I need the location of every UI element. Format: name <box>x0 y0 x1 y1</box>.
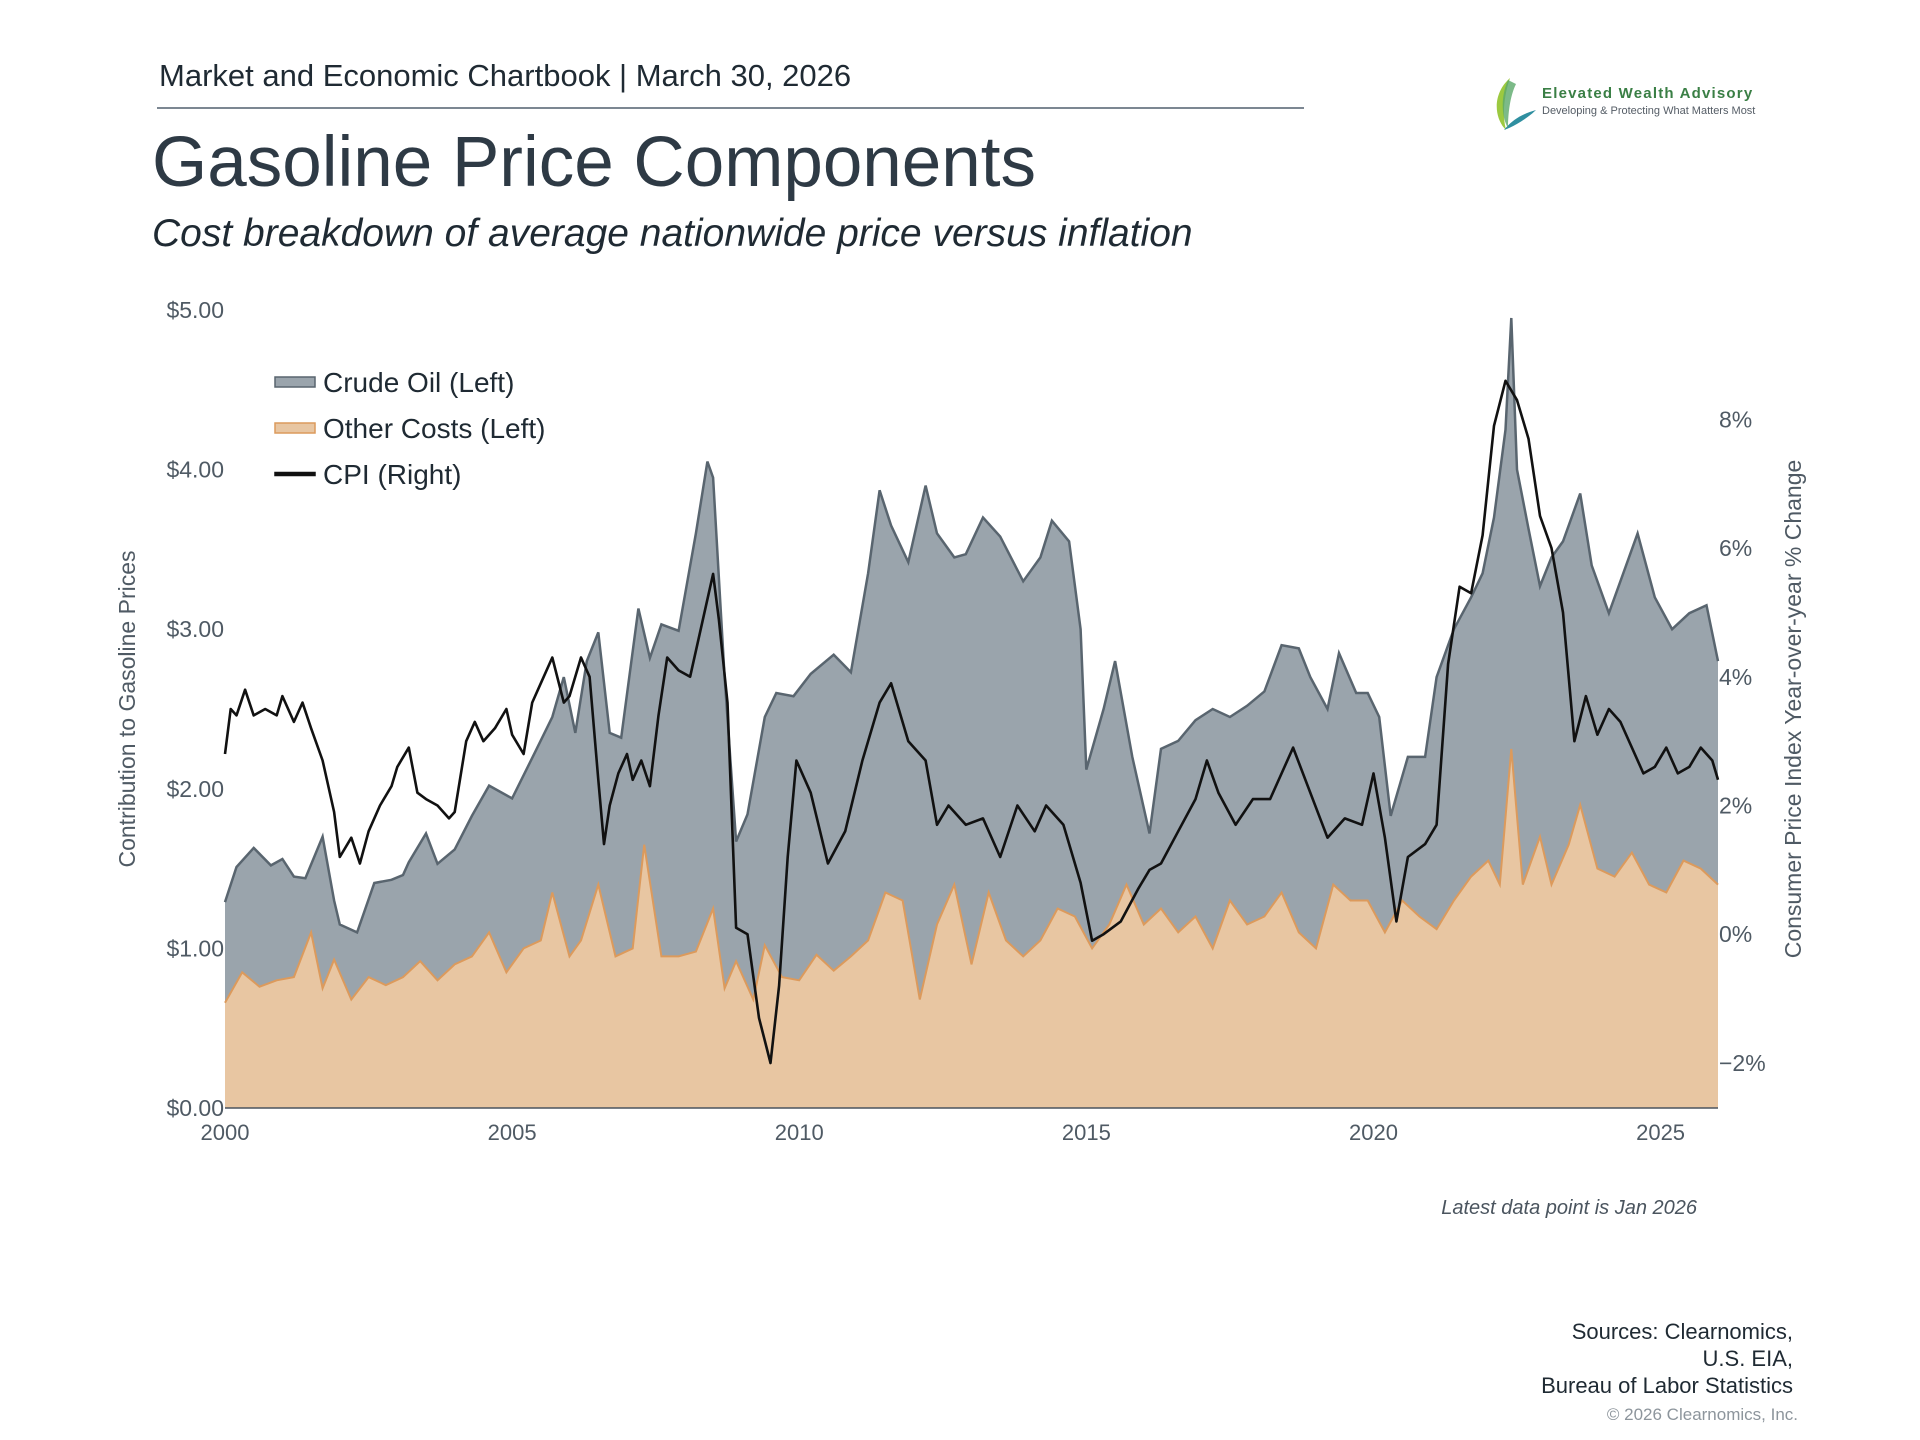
chart-legend: Crude Oil (Left) Other Costs (Left) CPI (R… <box>274 367 546 490</box>
source-line: Sources: Clearnomics, <box>1571 1319 1793 1344</box>
legend-label: CPI (Right) <box>323 459 461 490</box>
latest-data-note: Latest data point is Jan 2026 <box>1441 1197 1697 1219</box>
copyright: © 2026 Clearnomics, Inc. <box>1606 1405 1798 1424</box>
y2-tick-label: 0% <box>1719 921 1752 947</box>
logo-name: Elevated Wealth Advisory <box>1542 85 1754 102</box>
y-tick-label: $2.00 <box>166 776 224 802</box>
page-subtitle: Cost breakdown of average nationwide pri… <box>152 212 1193 255</box>
source-line: Bureau of Labor Statistics <box>1541 1373 1793 1398</box>
y-tick-label: $4.00 <box>166 457 224 483</box>
y2-tick-label: 6% <box>1719 535 1752 561</box>
x-tick-label: 2015 <box>1062 1120 1111 1145</box>
y2-tick-label: −2% <box>1719 1050 1766 1076</box>
logo-tagline: Developing & Protecting What Matters Mos… <box>1542 105 1756 117</box>
chartbook-header: Market and Economic Chartbook | March 30… <box>159 58 852 93</box>
cpi-line <box>223 379 1720 1065</box>
header-rule <box>157 107 1304 109</box>
y-tick-label: $1.00 <box>166 935 224 961</box>
y2-axis-ticks: −2% 0% 2% 4% 6% 8% <box>1719 406 1766 1076</box>
y-axis-title: Contribution to Gasoline Prices <box>114 550 140 867</box>
y2-axis-title: Consumer Price Index Year-over-year % Ch… <box>1780 460 1806 959</box>
company-logo: Elevated Wealth Advisory Developing & Pr… <box>1490 74 1790 134</box>
crude-oil-line <box>223 317 1720 935</box>
x-axis-ticks: 2000 2005 2010 2015 2020 2025 <box>201 1120 1686 1145</box>
source-line: U.S. EIA, <box>1702 1346 1793 1371</box>
other-costs-area <box>225 748 1718 1108</box>
legend-label: Crude Oil (Left) <box>323 367 514 398</box>
page-title: Gasoline Price Components <box>152 123 1036 202</box>
legend-swatch <box>274 471 316 477</box>
x-tick-label: 2000 <box>201 1120 250 1145</box>
x-tick-label: 2025 <box>1636 1120 1685 1145</box>
x-tick-label: 2010 <box>775 1120 824 1145</box>
y2-tick-label: 8% <box>1719 406 1752 432</box>
y2-tick-label: 2% <box>1719 793 1752 819</box>
leaf-logo-icon <box>1496 78 1536 130</box>
y-tick-label: $0.00 <box>166 1095 224 1121</box>
other-costs-line <box>224 748 1719 1004</box>
y-axis-ticks: $0.00 $1.00 $2.00 $3.00 $4.00 $5.00 <box>166 297 224 1121</box>
y-tick-label: $5.00 <box>166 297 224 323</box>
x-tick-label: 2020 <box>1349 1120 1398 1145</box>
sources-block: Sources: Clearnomics, U.S. EIA, Bureau o… <box>1541 1318 1793 1399</box>
legend-label: Other Costs (Left) <box>323 413 546 444</box>
y-tick-label: $3.00 <box>166 616 224 642</box>
y2-tick-label: 4% <box>1719 664 1752 690</box>
legend-swatch <box>274 422 316 434</box>
x-tick-label: 2005 <box>488 1120 537 1145</box>
legend-swatch <box>274 376 316 388</box>
